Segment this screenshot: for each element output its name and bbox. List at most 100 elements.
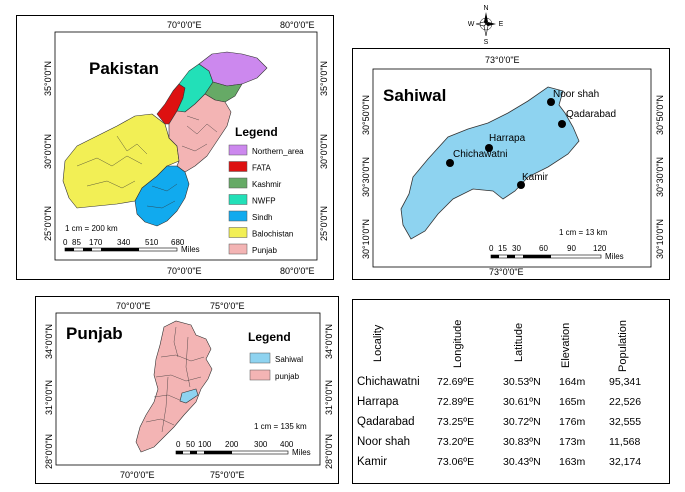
- pak-scale-0: 0: [63, 238, 68, 247]
- point-kamir: [517, 181, 525, 189]
- pak-scale-1: 85: [72, 238, 81, 247]
- pun-scale-unit: Miles: [292, 448, 311, 457]
- table-cell-latitude: 30.53ºN: [503, 376, 541, 388]
- pak-legend: Northern_area FATA Kashmir NWFP Sindh Balochi…: [228, 144, 304, 255]
- pun-scale-note: 1 cm = 135 km: [254, 422, 307, 431]
- pun-left-lat-2: 31°0'0"N: [44, 380, 54, 415]
- table-cell-population: 22,526: [609, 396, 642, 408]
- pak-scale-unit: Miles: [181, 245, 200, 254]
- sah-right-lat-1: 30°50'0"N: [655, 95, 665, 135]
- legend-swatch-kashmir: [228, 177, 248, 189]
- legend-label-sindh: Sindh: [252, 213, 272, 222]
- sah-right-lat-3: 30°10'0"N: [655, 219, 665, 259]
- table-cell-longitude: 72.89ºE: [437, 396, 475, 408]
- pakistan-map-panel: 70°0'0"E 80°0'0"E 70°0'0"E 80°0'0"E 35°0…: [16, 15, 334, 280]
- pak-top-lon-2: 80°0'0"E: [280, 20, 315, 30]
- pak-left-lat-1: 35°0'0"N: [43, 61, 53, 96]
- pun-legend-title: Legend: [248, 330, 291, 344]
- legend-label-balochistan: Balochistan: [252, 230, 293, 239]
- pak-left-lat-3: 25°0'0"N: [43, 206, 53, 241]
- point-harrapa: [485, 144, 493, 152]
- pun-scale-4: 300: [254, 440, 268, 449]
- legend-swatch-nwfp: [228, 194, 248, 205]
- pak-scale-note: 1 cm = 200 km: [65, 224, 118, 233]
- compass-n: N: [483, 5, 488, 12]
- sah-top-lon: 73°0'0"E: [485, 55, 520, 65]
- pak-scale-2: 170: [89, 238, 103, 247]
- sah-scale-4: 90: [567, 244, 576, 253]
- table-cell-longitude: 73.20ºE: [437, 436, 475, 448]
- region-balochistan: [62, 113, 180, 209]
- legend-label-punjab: Punjab: [252, 246, 277, 255]
- pun-scale-2: 100: [198, 440, 212, 449]
- pun-scale-5: 400: [280, 440, 294, 449]
- pak-scale-3: 340: [117, 238, 131, 247]
- pak-scale-5: 680: [171, 238, 185, 247]
- table-cell-elevation: 165m: [559, 396, 586, 408]
- pun-scale-0: 0: [176, 440, 181, 449]
- col-header-latitude: Latitude: [513, 322, 525, 362]
- label-noor-shah: Noor shah: [553, 89, 599, 100]
- sah-bottom-lon: 73°0'0"E: [489, 267, 524, 277]
- sahiwal-title: Sahiwal: [383, 86, 446, 105]
- pun-bottom-lon-1: 70°0'0"E: [120, 470, 155, 480]
- legend-swatch-northern-area: [228, 144, 248, 156]
- region-northern-area: [198, 51, 268, 87]
- legend-swatch-punjab: [249, 369, 271, 381]
- table-header: Locality Longitude Latitude Elevation Po…: [353, 300, 669, 372]
- sah-right-lat-2: 30°30'0"N: [655, 157, 665, 197]
- table-cell-latitude: 30.61ºN: [503, 396, 541, 408]
- label-qadarabad: Qadarabad: [566, 109, 616, 120]
- pun-left-lat-3: 28°0'0"N: [44, 434, 54, 469]
- pun-scale-bar: [175, 450, 289, 455]
- punjab-province: [135, 320, 213, 453]
- pun-top-lon-2: 75°0'0"E: [210, 301, 245, 311]
- table-cell-elevation: 163m: [559, 456, 586, 468]
- sah-scale-unit: Miles: [605, 252, 624, 261]
- table-cell-locality: Noor shah: [357, 436, 411, 448]
- table-cell-elevation: 173m: [559, 436, 586, 448]
- sah-scale-note: 1 cm = 13 km: [559, 228, 608, 237]
- legend-swatch-sindh: [228, 210, 248, 222]
- pak-bottom-lon-2: 80°0'0"E: [280, 266, 315, 276]
- compass-s: S: [484, 39, 489, 46]
- table-cell-locality: Kamir: [357, 456, 388, 468]
- table-cell-locality: Harrapa: [357, 396, 399, 408]
- sah-scale-3: 60: [539, 244, 548, 253]
- sahiwal-highlight: [179, 388, 199, 404]
- pun-scale-1: 50: [186, 440, 195, 449]
- pun-bottom-lon-2: 75°0'0"E: [210, 470, 245, 480]
- sah-scale-bar: [490, 254, 602, 259]
- legend-swatch-sahiwal: [249, 352, 271, 364]
- pun-right-lat-3: 28°0'0"N: [324, 434, 334, 469]
- pun-legend: Sahiwal punjab: [249, 352, 303, 381]
- table-cell-population: 32,555: [609, 416, 642, 428]
- legend-label-sahiwal: Sahiwal: [275, 355, 303, 364]
- pak-scale-4: 510: [145, 238, 159, 247]
- table-cell-latitude: 30.43ºN: [503, 456, 541, 468]
- sah-scale-5: 120: [593, 244, 607, 253]
- table-row: Kamir 73.06ºE 30.43ºN 163m 32,174: [353, 456, 669, 476]
- compass-rose-icon: N W E S: [468, 5, 504, 46]
- col-header-locality: Locality: [372, 324, 384, 362]
- sah-left-lat-2: 30°30'0"N: [361, 157, 371, 197]
- col-header-population: Population: [617, 320, 629, 372]
- sah-scale-2: 30: [512, 244, 521, 253]
- table-cell-longitude: 72.69ºE: [437, 376, 475, 388]
- pak-left-lat-2: 30°0'0"N: [43, 134, 53, 169]
- sah-scale-1: 15: [498, 244, 507, 253]
- sah-scale-0: 0: [489, 244, 494, 253]
- label-kamir: Kamir: [522, 172, 549, 183]
- punjab-map-panel: 70°0'0"E 75°0'0"E 70°0'0"E 75°0'0"E 34°0…: [35, 296, 339, 484]
- pakistan-title: Pakistan: [89, 59, 159, 78]
- legend-swatch-fata: [228, 161, 248, 172]
- table-cell-locality: Chichawatni: [357, 376, 420, 388]
- pakistan-map: 70°0'0"E 80°0'0"E 70°0'0"E 80°0'0"E 35°0…: [43, 20, 329, 276]
- table-cell-latitude: 30.83ºN: [503, 436, 541, 448]
- legend-label-punjab: punjab: [275, 372, 300, 381]
- pun-right-lat-1: 34°0'0"N: [324, 324, 334, 359]
- table-cell-elevation: 164m: [559, 376, 586, 388]
- punjab-map: 70°0'0"E 75°0'0"E 70°0'0"E 75°0'0"E 34°0…: [44, 301, 334, 480]
- pak-bottom-lon-1: 70°0'0"E: [167, 266, 202, 276]
- point-noor-shah: [547, 98, 555, 106]
